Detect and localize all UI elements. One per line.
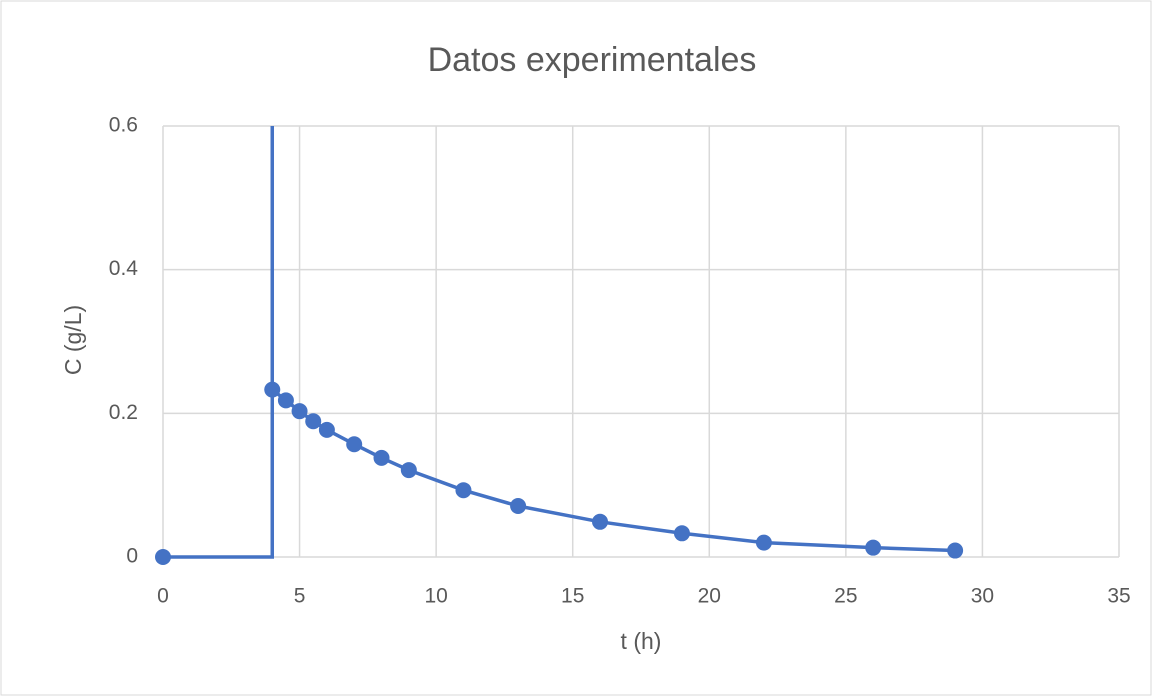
data-point bbox=[264, 381, 281, 398]
x-tick-label: 30 bbox=[971, 585, 994, 608]
data-point bbox=[673, 525, 690, 542]
x-tick-label: 20 bbox=[698, 585, 721, 608]
data-point bbox=[947, 542, 964, 559]
series-line bbox=[163, 126, 956, 559]
chart-title: Datos experimentales bbox=[428, 41, 757, 79]
data-point bbox=[865, 539, 882, 556]
y-tick-label: 0.2 bbox=[109, 401, 138, 424]
data-point bbox=[155, 549, 171, 565]
data-point bbox=[510, 497, 527, 514]
data-point bbox=[400, 462, 417, 479]
data-point bbox=[318, 421, 335, 438]
x-tick-label: 5 bbox=[294, 585, 306, 608]
x-axis-label: t (h) bbox=[621, 628, 662, 654]
y-tick-label: 0 bbox=[126, 545, 138, 568]
data-point bbox=[755, 534, 772, 551]
data-point bbox=[373, 449, 390, 466]
x-tick-label: 35 bbox=[1107, 585, 1130, 608]
x-tick-label: 10 bbox=[424, 585, 447, 608]
data-point bbox=[277, 392, 294, 409]
data-point bbox=[455, 482, 472, 499]
x-tick-label: 0 bbox=[157, 585, 169, 608]
x-tick-label: 15 bbox=[561, 585, 584, 608]
y-tick-label: 0.4 bbox=[109, 257, 139, 280]
data-point bbox=[305, 413, 322, 430]
y-tick-label: 0.6 bbox=[109, 114, 138, 137]
y-axis-label: C (g/L) bbox=[60, 305, 86, 375]
data-point bbox=[346, 436, 363, 453]
x-tick-label: 25 bbox=[834, 585, 857, 608]
data-point bbox=[291, 403, 308, 420]
data-point bbox=[592, 513, 609, 530]
